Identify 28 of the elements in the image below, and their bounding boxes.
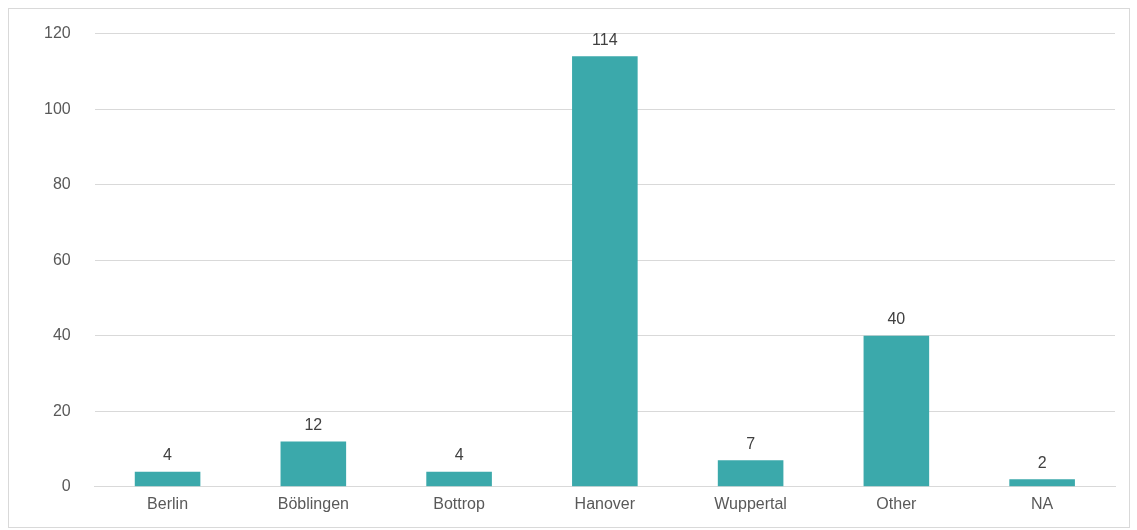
y-tick-label: 20	[52, 401, 71, 419]
x-tick-label: Böblingen	[277, 494, 349, 512]
data-label: 2	[1037, 453, 1047, 471]
data-label: 40	[887, 310, 906, 328]
bar	[717, 460, 784, 487]
bar	[426, 471, 492, 487]
data-label: 7	[746, 434, 756, 452]
data-label: 114	[592, 30, 618, 48]
y-tick-label: 80	[52, 175, 71, 193]
data-label: 4	[163, 446, 173, 464]
x-tick-label: Wuppertal	[714, 494, 787, 512]
bar	[1009, 479, 1075, 487]
data-label: 12	[304, 415, 323, 433]
y-tick-label: 0	[61, 477, 71, 495]
x-tick-label: Hanover	[574, 494, 636, 512]
bar	[863, 335, 930, 487]
y-tick-label: 100	[43, 99, 71, 117]
x-tick-label: Bottrop	[433, 494, 485, 512]
x-tick-label: NA	[1031, 494, 1054, 512]
y-tick-label: 40	[52, 326, 71, 344]
data-label: 4	[454, 446, 464, 464]
y-tick-label: 60	[52, 250, 71, 268]
bar	[280, 441, 347, 487]
x-tick-label: Berlin	[147, 494, 189, 512]
bar	[572, 56, 638, 487]
x-tick-label: Other	[876, 494, 918, 512]
bar	[134, 471, 201, 487]
y-tick-label: 120	[43, 24, 71, 42]
